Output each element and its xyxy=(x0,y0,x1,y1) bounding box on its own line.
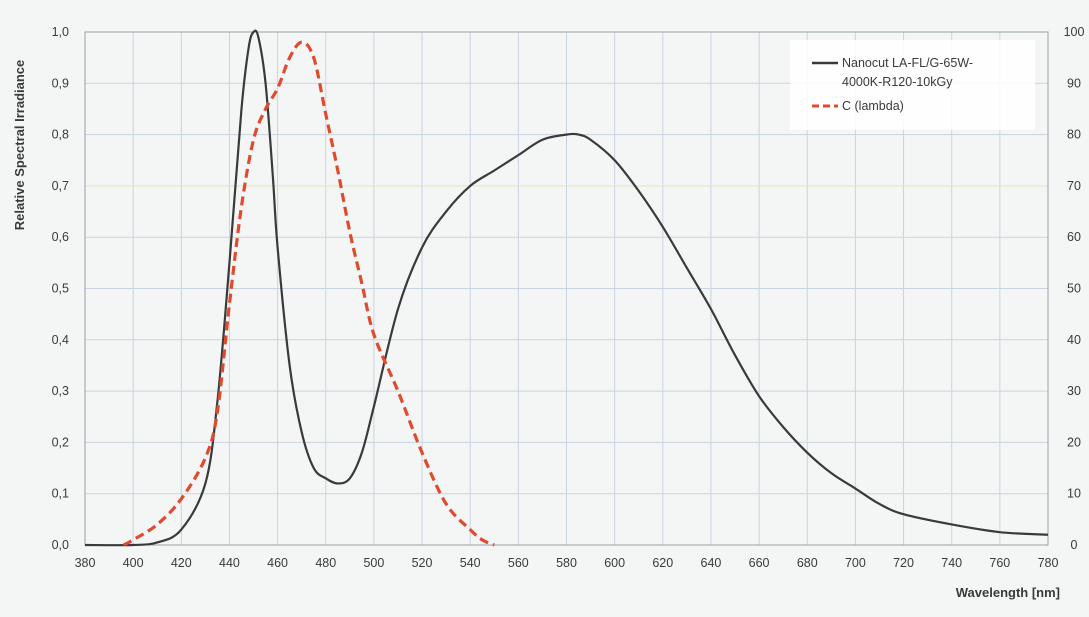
x-tick-label: 400 xyxy=(123,556,144,570)
series-line-c-lambda xyxy=(122,40,495,547)
x-tick-label: 500 xyxy=(363,556,384,570)
y-tick-label: 0,8 xyxy=(52,128,69,142)
y-axis-label: Relative Spectral Irradiance xyxy=(12,60,27,231)
y-tick-label: 0,6 xyxy=(52,230,69,244)
x-axis-label: Wavelength [nm] xyxy=(956,585,1060,600)
x-tick-label: 620 xyxy=(652,556,673,570)
x-tick-label: 380 xyxy=(75,556,96,570)
y2-tick-label: 20 xyxy=(1067,435,1081,449)
x-tick-label: 600 xyxy=(604,556,625,570)
y2-tick-label: 90 xyxy=(1067,76,1081,90)
tick-labels: 380 400 420 440 460 480 500 520 540 560 580 600 620 6… xyxy=(52,25,1085,570)
y-tick-label: 0,5 xyxy=(52,282,69,296)
legend-box xyxy=(790,40,1035,130)
x-tick-label: 540 xyxy=(460,556,481,570)
y-tick-label: 0,2 xyxy=(52,435,69,449)
y-tick-label: 0,1 xyxy=(52,487,69,501)
x-tick-label: 480 xyxy=(315,556,336,570)
y2-tick-label: 80 xyxy=(1067,128,1081,142)
y2-tick-label: 30 xyxy=(1067,384,1081,398)
series-line-nanocut xyxy=(84,29,1049,547)
x-tick-label: 740 xyxy=(941,556,962,570)
y2-tick-label: 10 xyxy=(1067,487,1081,501)
legend-label-nanocut-line2: 4000K-R120-10kGy xyxy=(842,75,953,89)
x-tick-label: 680 xyxy=(797,556,818,570)
x-tick-label: 580 xyxy=(556,556,577,570)
y-tick-label: 0,9 xyxy=(52,76,69,90)
legend-label-nanocut: Nanocut LA-FL/G-65W- 4000K-R120-10kGy xyxy=(842,56,977,89)
x-tick-label: 420 xyxy=(171,556,192,570)
series-layer xyxy=(84,29,1049,547)
legend-label-nanocut-line1: Nanocut LA-FL/G-65W- xyxy=(842,56,973,70)
y-tick-label: 0,4 xyxy=(52,333,69,347)
y2-tick-label: 40 xyxy=(1067,333,1081,347)
y2-tick-label: 50 xyxy=(1067,282,1081,296)
y2-tick-label: 100 xyxy=(1064,25,1085,39)
x-tick-label: 460 xyxy=(267,556,288,570)
legend: Nanocut LA-FL/G-65W- 4000K-R120-10kGy C … xyxy=(790,40,1035,130)
y2-tick-label: 0 xyxy=(1071,538,1078,552)
x-tick-label: 660 xyxy=(749,556,770,570)
x-tick-label: 700 xyxy=(845,556,866,570)
x-tick-label: 640 xyxy=(701,556,722,570)
x-tick-label: 520 xyxy=(412,556,433,570)
plot-frame xyxy=(84,31,1049,546)
y-tick-label: 1,0 xyxy=(52,25,69,39)
x-tick-label: 720 xyxy=(893,556,914,570)
x-tick-label: 780 xyxy=(1038,556,1059,570)
x-tick-label: 560 xyxy=(508,556,529,570)
y-tick-label: 0,7 xyxy=(52,179,69,193)
x-tick-label: 760 xyxy=(989,556,1010,570)
y2-tick-label: 60 xyxy=(1067,230,1081,244)
legend-label-c-lambda: C (lambda) xyxy=(842,99,904,113)
y-tick-label: 0,0 xyxy=(52,538,69,552)
y2-tick-label: 70 xyxy=(1067,179,1081,193)
y-tick-label: 0,3 xyxy=(52,384,69,398)
x-tick-label: 440 xyxy=(219,556,240,570)
